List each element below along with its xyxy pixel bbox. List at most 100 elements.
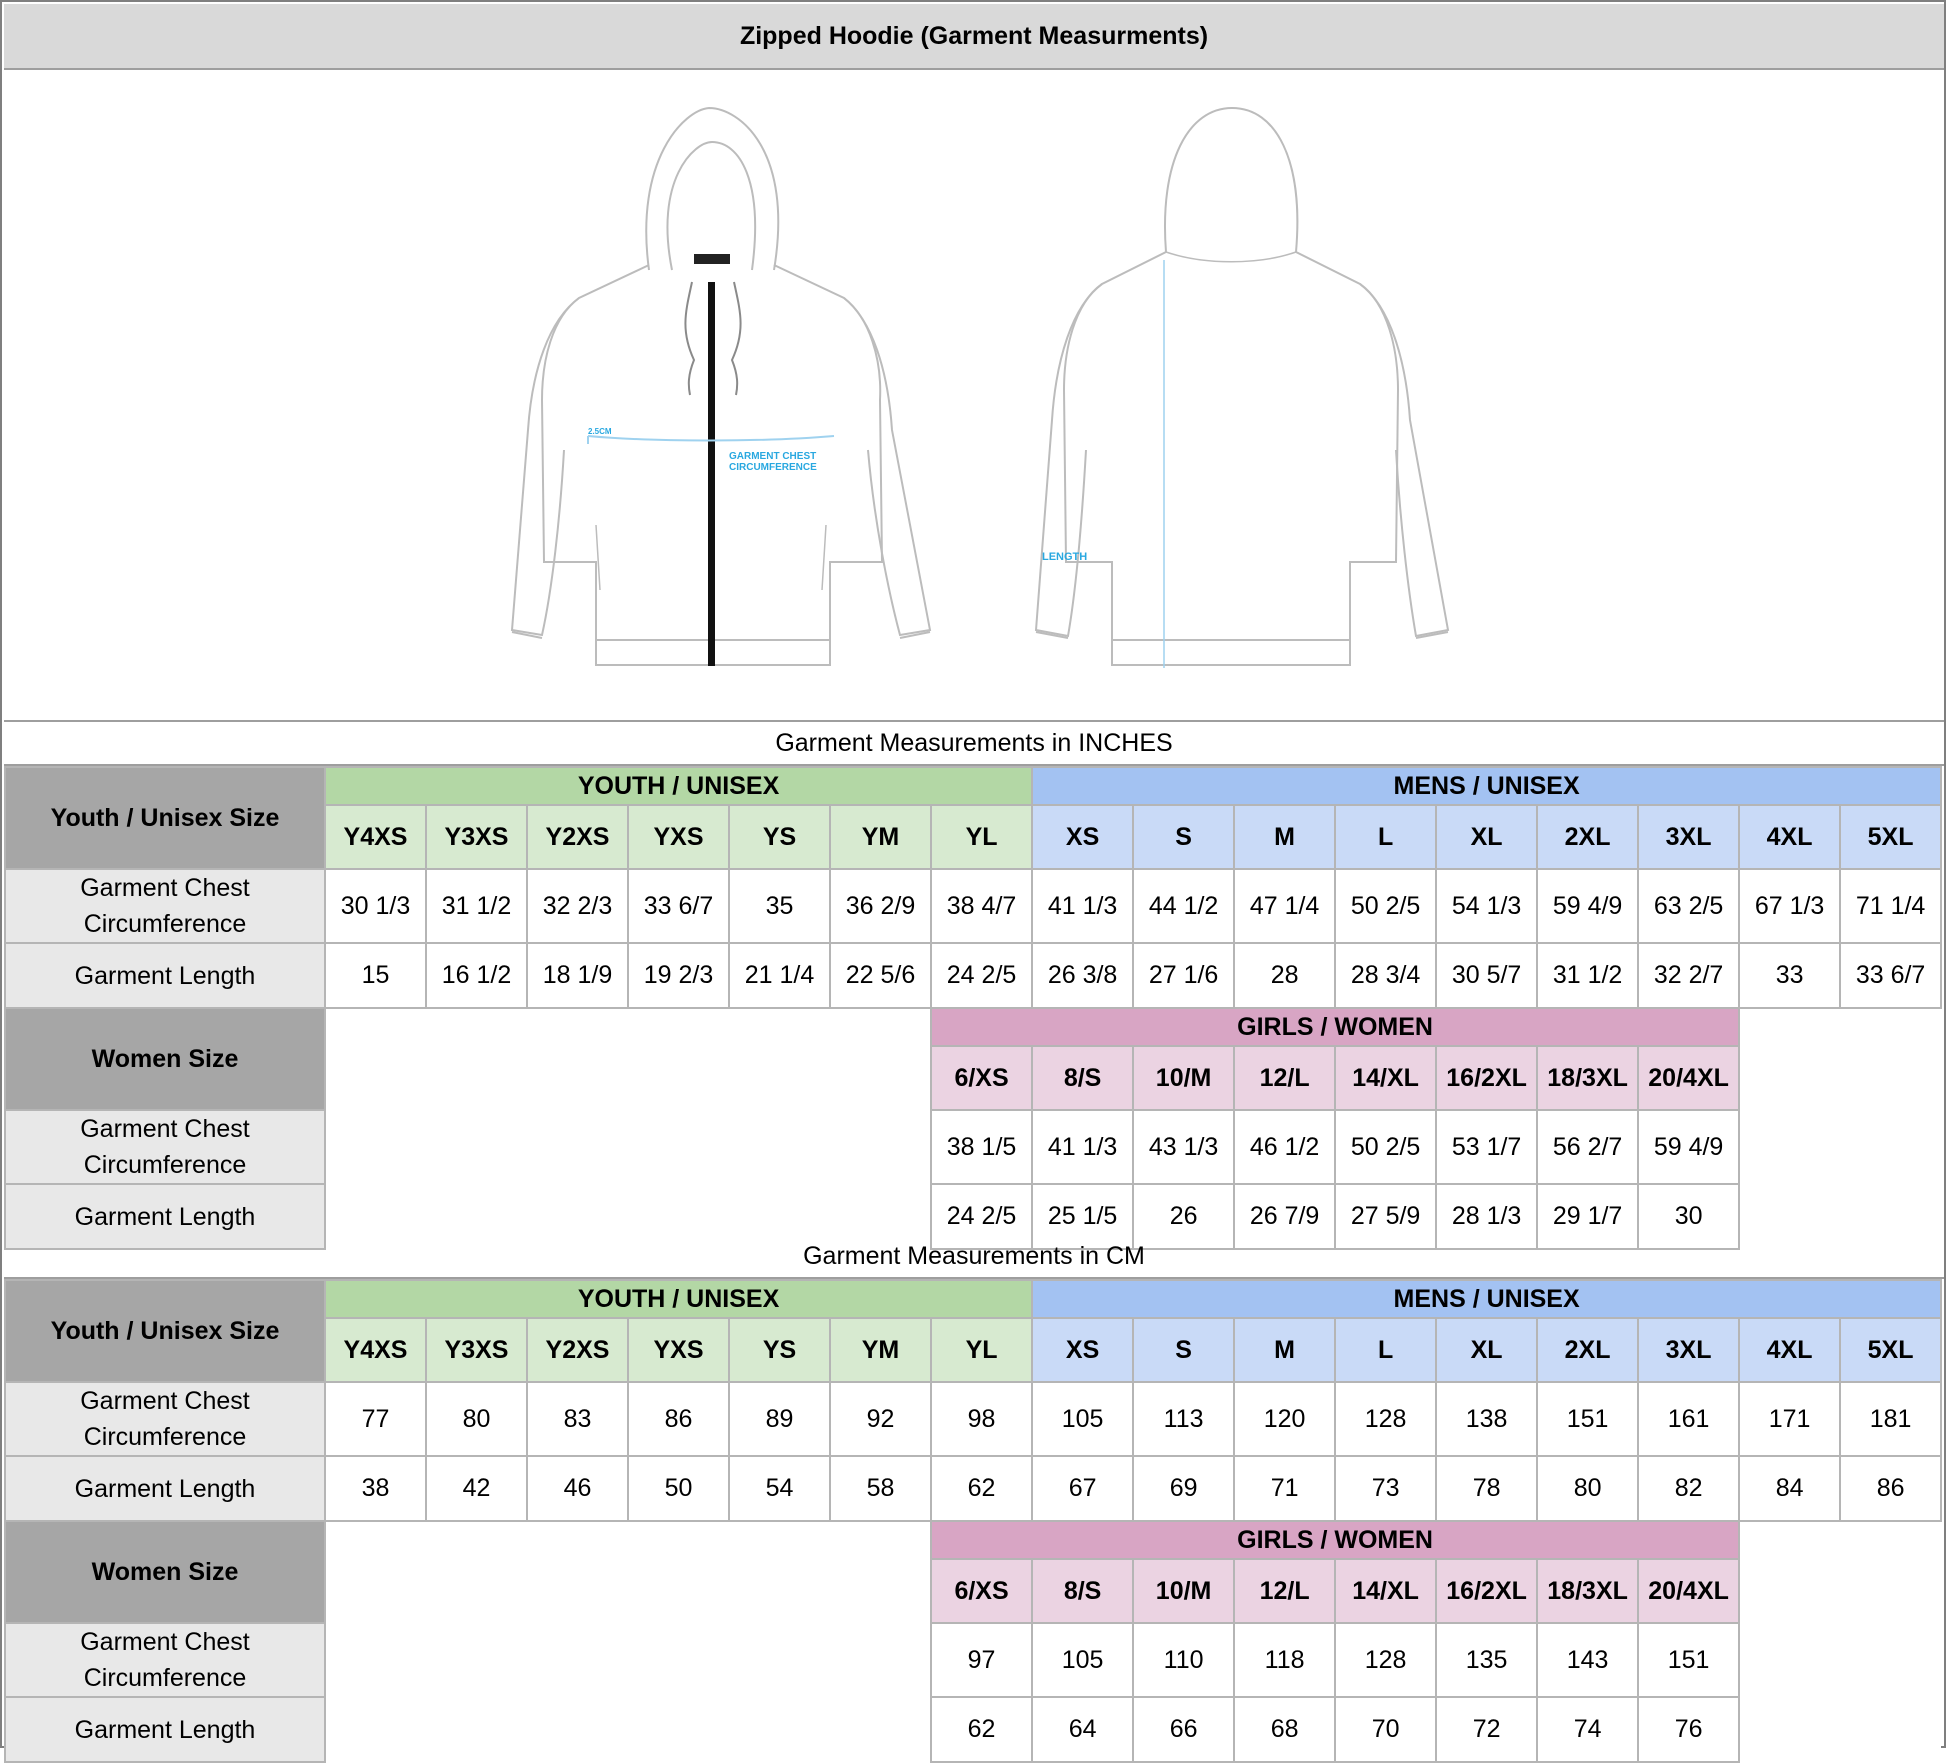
size-header: 10/M <box>1132 1558 1236 1624</box>
size-header: Y4XS <box>324 1317 427 1383</box>
size-header: L <box>1334 804 1438 870</box>
chest-value: 43 1/3 <box>1132 1109 1236 1185</box>
size-header: 2XL <box>1536 804 1640 870</box>
chest-value: 30 1/3 <box>324 868 427 944</box>
length-value: 22 5/6 <box>829 942 932 1009</box>
length-value: 50 <box>627 1455 730 1522</box>
length-value: 28 <box>1233 942 1337 1009</box>
length-value: 29 1/7 <box>1536 1183 1640 1250</box>
chest-value: 97 <box>929 1622 1034 1698</box>
size-header: XL <box>1435 804 1539 870</box>
chest-value: 54 1/3 <box>1435 868 1539 944</box>
zipper <box>708 282 715 666</box>
back-right-sleeve <box>1359 283 1450 638</box>
inches-caption: Garment Measurements in INCHES <box>4 722 1944 766</box>
chest-value: 71 1/4 <box>1839 868 1943 944</box>
length-value: 68 <box>1233 1696 1337 1763</box>
chest-value: 32 2/3 <box>526 868 629 944</box>
size-header: 4XL <box>1738 1317 1842 1383</box>
size-header: M <box>1233 1317 1337 1383</box>
size-header: Y4XS <box>324 804 427 870</box>
length-value: 38 <box>324 1455 427 1522</box>
mens-group-header: MENS / UNISEX <box>1031 766 1943 806</box>
size-header: 6/XS <box>929 1045 1034 1111</box>
chest-row-label: Garment Chest Circumference <box>4 1381 326 1457</box>
size-header: 18/3XL <box>1536 1558 1640 1624</box>
size-header: XS <box>1031 1317 1135 1383</box>
length-value: 26 <box>1132 1183 1236 1250</box>
length-value: 66 <box>1132 1696 1236 1763</box>
size-header: YS <box>728 1317 831 1383</box>
length-row-label: Garment Length <box>4 1455 326 1522</box>
chest-value: 161 <box>1637 1381 1741 1457</box>
size-header: L <box>1334 1317 1438 1383</box>
chest-value: 120 <box>1233 1381 1337 1457</box>
chest-value: 105 <box>1031 1622 1135 1698</box>
length-value: 67 <box>1031 1455 1135 1522</box>
empty-area <box>1739 1008 1942 1249</box>
chest-value: 138 <box>1435 1381 1539 1457</box>
chest-value: 47 1/4 <box>1233 868 1337 944</box>
chest-value: 41 1/3 <box>1031 1109 1135 1185</box>
chest-value: 83 <box>526 1381 629 1457</box>
length-value: 71 <box>1233 1455 1337 1522</box>
chest-value: 63 2/5 <box>1637 868 1741 944</box>
chest-value: 35 <box>728 868 831 944</box>
size-header: YXS <box>627 804 730 870</box>
size-header: Y3XS <box>425 1317 528 1383</box>
chest-value: 36 2/9 <box>829 868 932 944</box>
size-header: 16/2XL <box>1435 1045 1539 1111</box>
length-row-label: Garment Length <box>4 942 326 1009</box>
women-size-header: Women Size <box>4 1520 326 1624</box>
length-value: 46 <box>526 1455 629 1522</box>
chest-value: 46 1/2 <box>1233 1109 1337 1185</box>
size-header: YM <box>829 804 932 870</box>
length-value: 16 1/2 <box>425 942 528 1009</box>
chest-value: 113 <box>1132 1381 1236 1457</box>
length-value: 62 <box>929 1455 1034 1522</box>
back-hood <box>1164 106 1299 253</box>
size-header: 20/4XL <box>1637 1045 1741 1111</box>
chest-row-label: Garment Chest Circumference <box>4 1109 326 1185</box>
size-header: 18/3XL <box>1536 1045 1640 1111</box>
length-value: 69 <box>1132 1455 1236 1522</box>
chest-value: 53 1/7 <box>1435 1109 1539 1185</box>
chest-value: 67 1/3 <box>1738 868 1842 944</box>
chest-value: 181 <box>1839 1381 1943 1457</box>
size-header: 16/2XL <box>1435 1558 1539 1624</box>
chest-value: 98 <box>929 1381 1034 1457</box>
size-header: YS <box>728 804 831 870</box>
length-value: 64 <box>1031 1696 1135 1763</box>
chest-value: 59 4/9 <box>1536 868 1640 944</box>
length-value: 54 <box>728 1455 831 1522</box>
cm-section: Garment Measurements in CM Youth / Unise… <box>4 1235 1944 1763</box>
size-header: S <box>1132 1317 1236 1383</box>
length-value: 27 5/9 <box>1334 1183 1438 1250</box>
youth-size-header: Youth / Unisex Size <box>4 766 326 870</box>
cm-table: Youth / Unisex Size YOUTH / UNISEX MENS … <box>4 1279 1946 1763</box>
size-header: YL <box>929 804 1034 870</box>
youth-size-header: Youth / Unisex Size <box>4 1279 326 1383</box>
page-title: Zipped Hoodie (Garment Measurments) <box>4 4 1944 70</box>
length-value: 28 1/3 <box>1435 1183 1539 1250</box>
chest-value: 50 2/5 <box>1334 1109 1438 1185</box>
chest-row-label: Garment Chest Circumference <box>4 868 326 944</box>
back-body-outline <box>1062 251 1400 666</box>
length-value: 26 7/9 <box>1233 1183 1337 1250</box>
length-value: 86 <box>1839 1455 1943 1522</box>
length-value: 80 <box>1536 1455 1640 1522</box>
back-left-sleeve <box>1034 283 1103 638</box>
size-header: S <box>1132 804 1236 870</box>
chest-value: 92 <box>829 1381 932 1457</box>
youth-group-header: YOUTH / UNISEX <box>323 766 1034 806</box>
length-value: 26 3/8 <box>1031 942 1135 1009</box>
front-right-sleeve <box>843 297 932 637</box>
size-header: 6/XS <box>929 1558 1034 1624</box>
front-hood <box>645 106 780 271</box>
chest-value: 80 <box>425 1381 528 1457</box>
size-header: 14/XL <box>1334 1045 1438 1111</box>
size-header: XS <box>1031 804 1135 870</box>
chest-value: 105 <box>1031 1381 1135 1457</box>
length-value: 19 2/3 <box>627 942 730 1009</box>
